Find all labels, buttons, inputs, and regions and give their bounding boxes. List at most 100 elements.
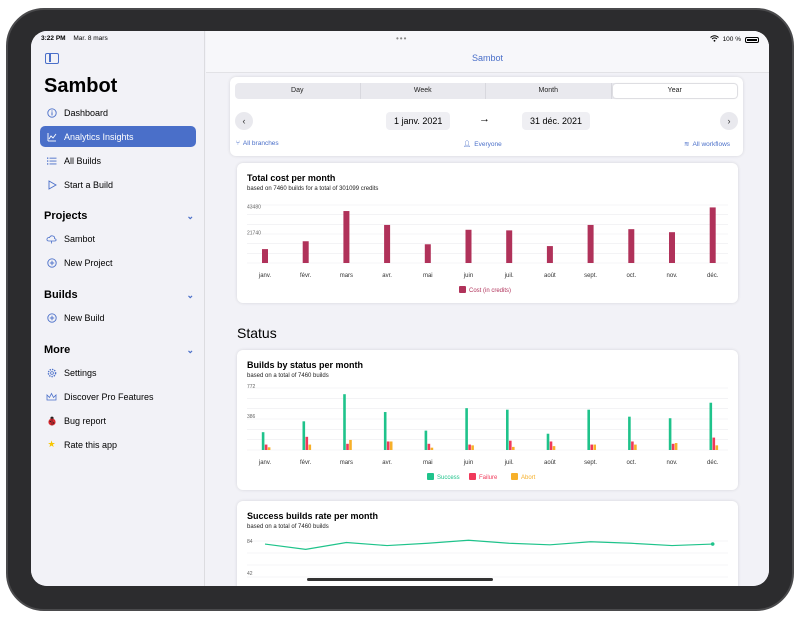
sidebar-item-rate-app[interactable]: ★ Rate this app	[40, 434, 196, 455]
bar	[587, 224, 594, 263]
status-chart: 772 386 janv. févr. mars avr. mai juin juil. août…	[247, 384, 728, 481]
people-filter[interactable]: 👤︎ Everyone	[463, 140, 502, 149]
sidebar-item-label: Sambot	[64, 233, 96, 244]
bar	[709, 207, 716, 263]
bar	[669, 232, 675, 263]
y-tick-label: 772	[247, 384, 256, 390]
x-tick-label: sept.	[584, 460, 597, 466]
branches-filter[interactable]: ⑂ All branches	[236, 140, 279, 147]
bar	[634, 444, 637, 450]
sidebar-item-label: All Builds	[64, 155, 102, 166]
bar	[715, 445, 719, 450]
page-title: Sambot	[471, 53, 504, 63]
bar	[305, 436, 309, 450]
segment-year[interactable]: Year	[612, 84, 737, 98]
sidebar-item-discover-pro[interactable]: Discover Pro Features	[40, 386, 196, 407]
bar	[468, 444, 471, 450]
bar	[343, 394, 346, 450]
sidebar-item-bug-report[interactable]: Bug report	[40, 410, 196, 431]
ladybug-icon	[46, 415, 57, 426]
status-section-title: Status	[237, 325, 277, 341]
bar	[631, 441, 634, 450]
cost-chart-card: Total cost per month based on 7460 build…	[237, 163, 738, 303]
sidebar-item-settings[interactable]: Settings	[40, 362, 196, 383]
people-filter-label: Everyone	[474, 140, 502, 148]
sidebar-item-analytics-insights[interactable]: Analytics Insights	[40, 126, 196, 147]
x-tick-label: avr.	[382, 460, 392, 466]
success-rate-card: Success builds rate per month based on a…	[237, 501, 738, 586]
sidebar-item-label: Bug report	[64, 415, 107, 426]
bar	[261, 432, 265, 450]
x-tick-label: déc.	[707, 460, 719, 466]
end-date-picker[interactable]: 31 déc. 2021	[522, 112, 591, 130]
section-more[interactable]: More ⌄	[44, 344, 194, 356]
x-tick-label: juin	[463, 460, 473, 466]
bar	[427, 443, 431, 450]
bar	[593, 444, 596, 450]
y-tick-label: 43480	[247, 204, 261, 210]
sidebar-item-sambot[interactable]: Sambot	[40, 228, 196, 249]
x-tick-label: févr.	[300, 460, 312, 466]
section-projects[interactable]: Projects ⌄	[44, 210, 194, 222]
info-icon	[46, 107, 57, 118]
bar	[346, 443, 349, 450]
bar	[343, 211, 350, 263]
x-tick-label: juin	[463, 273, 473, 279]
success-rate-chart: 84 42	[247, 539, 728, 578]
cost-chart-subtitle: based on 7460 builds for a total of 3010…	[247, 186, 379, 192]
wifi-icon	[709, 35, 719, 44]
sidebar-item-dashboard[interactable]: Dashboard	[40, 102, 196, 123]
y-tick-label: 21740	[247, 231, 261, 237]
bar	[302, 421, 306, 450]
section-builds[interactable]: Builds ⌄	[44, 289, 194, 301]
bar	[506, 230, 513, 263]
start-date-picker[interactable]: 1 janv. 2021	[386, 112, 451, 130]
top-bar: ••• Sambot 100 %	[206, 31, 769, 73]
app-title: Sambot	[44, 75, 118, 97]
x-tick-label: avr.	[382, 273, 392, 279]
x-tick-label: juil.	[504, 273, 514, 279]
segment-month[interactable]: Month	[486, 83, 612, 99]
previous-period-button[interactable]: ‹	[235, 112, 253, 130]
legend-swatch	[511, 473, 518, 480]
x-tick-label: août	[544, 460, 556, 466]
bar	[424, 430, 428, 450]
chevron-down-icon[interactable]: ⌄	[186, 210, 194, 221]
x-tick-label: oct.	[626, 460, 636, 466]
sidebar-item-all-builds[interactable]: All Builds	[40, 150, 196, 171]
legend-label: Cost (in credits)	[469, 288, 511, 294]
x-tick-label: mai	[423, 273, 433, 279]
next-period-button[interactable]: ›	[720, 112, 738, 130]
segment-day[interactable]: Day	[235, 83, 361, 99]
chevron-down-icon[interactable]: ⌄	[186, 289, 194, 300]
bar	[546, 246, 553, 263]
more-dots-icon[interactable]: •••	[396, 34, 408, 43]
star-icon: ★	[47, 439, 56, 449]
sidebar-item-new-build[interactable]: New Build	[40, 307, 196, 328]
cloud-icon	[46, 233, 57, 244]
bar	[674, 443, 678, 450]
sidebar-item-start-a-build[interactable]: Start a Build	[40, 174, 196, 195]
x-tick-label: janv.	[258, 273, 272, 279]
bar	[384, 224, 391, 263]
x-tick-label: oct.	[626, 273, 636, 279]
workflows-filter[interactable]: ≋ All workflows	[684, 140, 730, 149]
segment-week[interactable]: Week	[361, 83, 486, 99]
sidebar-toggle-icon[interactable]	[45, 53, 59, 64]
bar	[509, 440, 512, 450]
x-tick-label: nov.	[667, 460, 678, 466]
bar	[267, 447, 271, 450]
person-icon: 👤︎	[463, 141, 472, 148]
bar	[512, 446, 515, 450]
legend-swatch	[459, 286, 466, 293]
arrow-right-icon: →	[479, 113, 490, 125]
x-tick-label: mars	[340, 460, 353, 466]
chevron-down-icon[interactable]: ⌄	[186, 344, 194, 355]
sidebar-item-new-project[interactable]: New Project	[40, 252, 196, 273]
x-tick-label: janv.	[258, 460, 272, 466]
bar	[671, 443, 675, 450]
y-tick-label: 84	[247, 539, 253, 545]
legend-swatch	[427, 473, 434, 480]
status-time: 3:22 PM	[41, 35, 66, 42]
bar	[308, 444, 312, 450]
